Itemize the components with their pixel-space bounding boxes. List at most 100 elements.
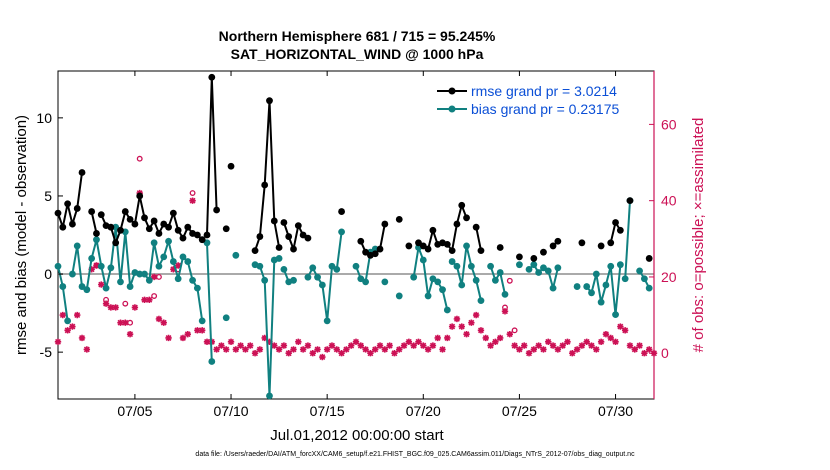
- obs-assimilated-marker: [227, 338, 235, 345]
- obs-assimilated-star: [117, 319, 124, 326]
- rmse-point: [516, 253, 523, 261]
- obs-assimilated-star: [453, 315, 461, 323]
- bias-point: [621, 275, 629, 283]
- bias-point: [607, 262, 615, 270]
- bias-point: [535, 269, 543, 276]
- obs-assimilated-star: [251, 350, 259, 357]
- bias-point: [323, 317, 331, 325]
- obs-assimilated-star: [621, 327, 629, 334]
- bias-point: [357, 275, 365, 283]
- bias-point: [256, 262, 264, 270]
- bias-point: [54, 262, 62, 270]
- obs-assimilated-star: [535, 342, 542, 349]
- obs-assimilated-marker: [400, 342, 408, 349]
- obs-assimilated-star: [256, 346, 264, 353]
- obs-assimilated-marker: [554, 346, 562, 353]
- obs-assimilated-star: [405, 338, 413, 345]
- obs-assimilated-marker: [319, 353, 326, 361]
- obs-assimilated-star: [631, 346, 638, 353]
- rmse-point: [126, 215, 134, 223]
- rmse-point: [145, 225, 153, 233]
- rmse-point: [597, 242, 605, 250]
- y-left-tick-label: 0: [44, 266, 52, 282]
- obs-assimilated-star: [146, 296, 153, 304]
- obs-assimilated-star: [93, 262, 100, 269]
- rmse-point: [607, 239, 615, 247]
- obs-assimilated-star: [530, 346, 538, 353]
- obs-assimilated-star: [160, 319, 167, 326]
- rmse-point: [93, 230, 100, 237]
- bias-line: [206, 242, 213, 362]
- obs-assimilated-star: [280, 342, 288, 349]
- obs-assimilated-marker: [617, 323, 624, 330]
- bias-point: [266, 392, 273, 400]
- obs-assimilated-star: [59, 311, 67, 319]
- obs-assimilated-star: [102, 300, 110, 307]
- rmse-point: [112, 239, 120, 247]
- obs-assimilated-star: [347, 342, 355, 349]
- obs-assimilated-star: [319, 353, 326, 361]
- obs-assimilated-marker: [468, 319, 475, 326]
- obs-assimilated-star: [463, 330, 470, 338]
- obs-assimilated-star: [396, 346, 403, 353]
- obs-assimilated-marker: [641, 350, 648, 357]
- obs-assimilated-star: [141, 296, 148, 304]
- obs-assimilated-marker: [602, 330, 610, 338]
- obs-assimilated-star: [415, 338, 422, 345]
- obs-assimilated-star: [540, 346, 547, 353]
- obs-assimilated-star: [549, 342, 557, 349]
- obs-assimilated-marker: [444, 334, 451, 342]
- obs-assimilated-marker: [367, 350, 374, 357]
- chart-subtitle: SAT_HORIZONTAL_WIND @ 1000 hPa: [231, 46, 484, 62]
- bias-point: [59, 283, 67, 290]
- rmse-point: [155, 230, 163, 237]
- obs-assimilated-star: [511, 342, 518, 349]
- obs-assimilated-marker: [405, 338, 413, 345]
- obs-assimilated-marker: [569, 350, 576, 357]
- rmse-point: [64, 200, 72, 208]
- rmse-point: [174, 226, 182, 234]
- obs-assimilated-marker: [636, 342, 643, 349]
- bias-line: [489, 265, 506, 295]
- obs-assimilated-marker: [434, 334, 441, 342]
- bias-point: [592, 270, 600, 278]
- obs-assimilated-marker: [492, 338, 499, 345]
- bias-point: [429, 275, 437, 283]
- obs-assimilated-star: [357, 342, 365, 349]
- obs-assimilated-star: [218, 342, 225, 349]
- obs-assimilated-star: [468, 319, 475, 326]
- obs-assimilated-marker: [203, 338, 211, 345]
- obs-assimilated-star: [400, 342, 408, 349]
- obs-assimilated-star: [232, 346, 240, 353]
- obs-assimilated-marker: [83, 346, 91, 353]
- obs-possible-marker: [506, 277, 513, 284]
- obs-assimilated-marker: [232, 346, 240, 353]
- bias-point: [275, 255, 283, 262]
- bias-point: [463, 242, 470, 250]
- rmse-point: [198, 236, 206, 244]
- obs-assimilated-star: [554, 346, 562, 353]
- obs-assimilated-star: [343, 346, 350, 353]
- bias-point: [78, 283, 86, 290]
- obs-assimilated-star: [367, 350, 374, 357]
- obs-assimilated-star: [372, 346, 379, 353]
- rmse-point: [472, 223, 480, 231]
- bias-point: [160, 253, 168, 261]
- bias-point: [453, 262, 461, 270]
- rmse-point: [496, 244, 504, 251]
- obs-assimilated-star: [525, 350, 533, 357]
- bias-point: [549, 284, 557, 292]
- axis-ticks: 07/05 07/10 07/15 07/20 07/25 07/30 -5 0 5 10 0 20 4…: [36, 71, 677, 419]
- obs-assimilated-star: [338, 350, 345, 357]
- obs-assimilated-marker: [357, 342, 365, 349]
- obs-assimilated-star: [472, 311, 480, 319]
- obs-assimilated-marker: [347, 342, 355, 349]
- rmse-line: [475, 226, 482, 251]
- obs-assimilated-star: [376, 342, 384, 349]
- obs-assimilated-marker: [194, 327, 201, 334]
- obs-assimilated-star: [352, 338, 360, 345]
- obs-assimilated-marker: [141, 296, 148, 304]
- obs-assimilated-star: [131, 304, 139, 311]
- obs-assimilated-marker: [280, 342, 288, 349]
- obs-assimilated-star: [626, 342, 634, 349]
